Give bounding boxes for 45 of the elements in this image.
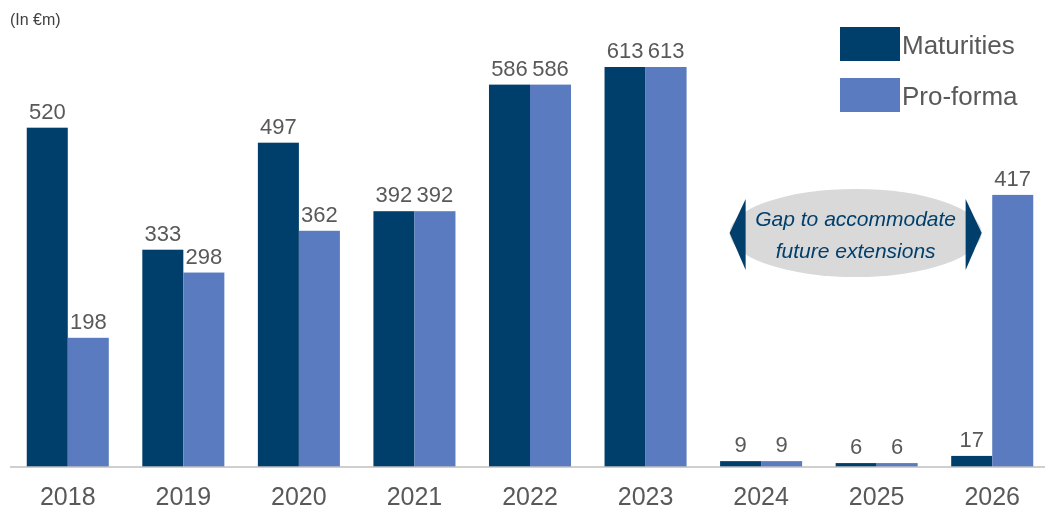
bar <box>183 272 225 467</box>
bar <box>142 249 184 467</box>
bar <box>298 230 340 467</box>
annotation: Gap to accommodate future extensions <box>755 207 957 262</box>
x-tick-label: 2019 <box>155 482 212 510</box>
legend-label: Pro-forma <box>902 81 1019 111</box>
data-label: 392 <box>375 182 413 208</box>
data-label: 520 <box>28 98 66 124</box>
x-tick-label: 2026 <box>964 482 1021 510</box>
bar <box>373 211 415 467</box>
data-label: 586 <box>491 55 528 81</box>
x-tick-label: 2018 <box>39 482 96 510</box>
data-label: 613 <box>647 38 685 63</box>
data-label: 333 <box>144 220 182 246</box>
bar <box>604 67 646 467</box>
data-label: 17 <box>959 426 984 452</box>
x-tick-label: 2022 <box>502 482 558 510</box>
data-label: 9 <box>775 432 788 458</box>
x-tick-label: 2024 <box>733 482 790 510</box>
data-label: 362 <box>301 201 338 227</box>
bar <box>530 84 572 467</box>
text: (In €m) <box>10 11 61 28</box>
data-label: 497 <box>260 113 297 139</box>
bar <box>67 337 109 467</box>
data-label: 298 <box>185 243 223 269</box>
data-label: 9 <box>734 432 747 458</box>
data-label: 6 <box>850 434 863 460</box>
bar <box>992 194 1034 467</box>
x-tick-label: 2025 <box>848 482 905 510</box>
bar <box>257 142 299 467</box>
data-label: 392 <box>416 182 454 208</box>
bar <box>26 127 68 467</box>
data-label: 198 <box>69 308 107 334</box>
bar <box>951 455 993 467</box>
x-tick-label: 2020 <box>271 482 327 510</box>
bar <box>414 211 456 467</box>
bar <box>645 67 687 467</box>
x-tick-label: 2023 <box>617 482 674 510</box>
data-label: 613 <box>606 38 644 63</box>
data-label: 6 <box>891 434 904 460</box>
data-label: 417 <box>994 165 1032 191</box>
legend-label: Maturities <box>902 30 1015 60</box>
x-tick-label: 2021 <box>386 482 443 510</box>
bar <box>488 84 530 467</box>
data-label: 586 <box>532 55 569 81</box>
